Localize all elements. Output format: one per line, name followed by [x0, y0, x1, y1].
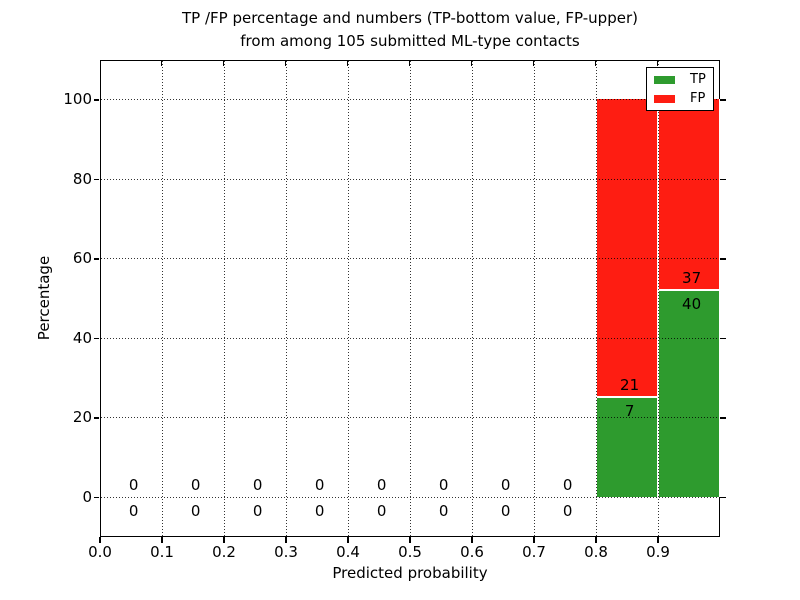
fp-count-label: 0 [438, 475, 449, 494]
fp-count-label: 0 [314, 475, 325, 494]
gridline-vertical [285, 61, 287, 536]
x-tick-mark-bottom [99, 537, 101, 543]
x-tick-mark-top [284, 61, 287, 66]
gridline-vertical [161, 61, 163, 536]
x-tick-mark-bottom [285, 537, 287, 543]
legend: TP FP [646, 67, 714, 111]
plot-area: 0 0 0 0 0 0 0 0 0 0 0 0 0 0 0 0 21 7 37 40 [100, 60, 720, 537]
legend-item-fp: FP [654, 92, 706, 105]
gridline-vertical [471, 61, 473, 536]
tp-segment [658, 291, 719, 497]
x-tick-mark-top [656, 61, 659, 66]
x-tick-mark-top [408, 61, 411, 66]
legend-item-tp: TP [654, 73, 706, 86]
fp-count-label: 0 [190, 475, 201, 494]
y-tick-mark-right [720, 496, 726, 498]
x-tick-label: 0.1 [150, 543, 174, 561]
fp-count-label: 0 [128, 475, 139, 494]
x-tick-label: 0.4 [336, 543, 360, 561]
y-tick-mark-right [720, 417, 726, 419]
chart-title: TP /FP percentage and numbers (TP-bottom… [100, 7, 720, 53]
tp-count-label: 0 [376, 501, 387, 520]
x-tick-mark-top [532, 61, 535, 66]
y-tick-mark-right [720, 258, 726, 260]
x-tick-mark-top [160, 61, 163, 66]
y-tick-mark-left [93, 337, 99, 339]
x-tick-mark-bottom [409, 537, 411, 543]
tp-count-label: 0 [128, 501, 139, 520]
tp-swatch-icon [654, 75, 675, 84]
tp-segment [596, 397, 657, 497]
tp-count-label: 0 [562, 501, 573, 520]
x-tick-mark-bottom [657, 537, 659, 543]
x-tick-label: 0.6 [460, 543, 484, 561]
y-tick-label: 20 [72, 408, 92, 427]
fp-count-label: 0 [562, 475, 573, 494]
gridline-vertical [347, 61, 349, 536]
x-tick-label: 0.5 [398, 543, 422, 561]
tp-count-label: 0 [500, 501, 511, 520]
x-axis-title: Predicted probability [332, 564, 488, 582]
y-tick-mark-left [93, 99, 99, 101]
x-tick-mark-bottom [471, 537, 473, 543]
y-tick-mark-left [93, 178, 99, 180]
y-tick-label: 100 [63, 90, 92, 109]
fp-count-label: 21 [620, 376, 640, 395]
fp-segment [596, 99, 657, 398]
x-tick-mark-top [346, 61, 349, 66]
x-tick-mark-top [594, 61, 597, 66]
bar-0.8-0.9 [595, 99, 658, 497]
legend-label-fp: FP [690, 91, 706, 106]
x-tick-mark-bottom [161, 537, 163, 543]
y-tick-mark-left [93, 496, 99, 498]
gridline-vertical [657, 61, 659, 536]
x-tick-label: 0.0 [88, 543, 112, 561]
x-tick-label: 0.8 [584, 543, 608, 561]
fp-count-label: 0 [500, 475, 511, 494]
gridline-vertical [533, 61, 535, 536]
x-tick-label: 0.9 [646, 543, 670, 561]
fp-count-label: 37 [682, 269, 702, 288]
fp-segment [658, 99, 719, 292]
tp-count-label: 7 [624, 402, 635, 421]
fp-count-label: 0 [252, 475, 263, 494]
fp-count-label: 0 [376, 475, 387, 494]
tp-count-label: 0 [314, 501, 325, 520]
chart-title-line2: from among 105 submitted ML-type contact… [240, 32, 580, 50]
x-tick-label: 0.7 [522, 543, 546, 561]
gridline-vertical [223, 61, 225, 536]
tp-count-label: 0 [438, 501, 449, 520]
y-tick-mark-left [93, 417, 99, 419]
y-axis-title: Percentage [35, 255, 53, 341]
tp-count-label: 0 [190, 501, 201, 520]
x-tick-mark-bottom [595, 537, 597, 543]
chart-title-line1: TP /FP percentage and numbers (TP-bottom… [182, 9, 638, 27]
gridline-vertical [409, 61, 411, 536]
x-tick-mark-bottom [533, 537, 535, 543]
y-tick-label: 60 [72, 249, 92, 268]
y-tick-mark-right [720, 337, 726, 339]
x-tick-mark-top [222, 61, 225, 66]
y-tick-mark-left [93, 258, 99, 260]
y-tick-label: 80 [72, 169, 92, 188]
y-tick-label: 40 [72, 328, 92, 347]
x-tick-label: 0.2 [212, 543, 236, 561]
x-tick-mark-top [470, 61, 473, 66]
y-tick-mark-right [720, 178, 726, 180]
y-tick-label: 0 [82, 487, 92, 506]
x-tick-label: 0.3 [274, 543, 298, 561]
x-tick-mark-bottom [223, 537, 225, 543]
x-tick-mark-bottom [347, 537, 349, 543]
gridline-vertical [595, 61, 597, 536]
tp-count-label: 40 [682, 295, 702, 313]
legend-label-tp: TP [690, 72, 706, 87]
y-tick-mark-right [720, 99, 726, 101]
tp-count-label: 0 [252, 501, 263, 520]
fp-swatch-icon [654, 94, 675, 103]
